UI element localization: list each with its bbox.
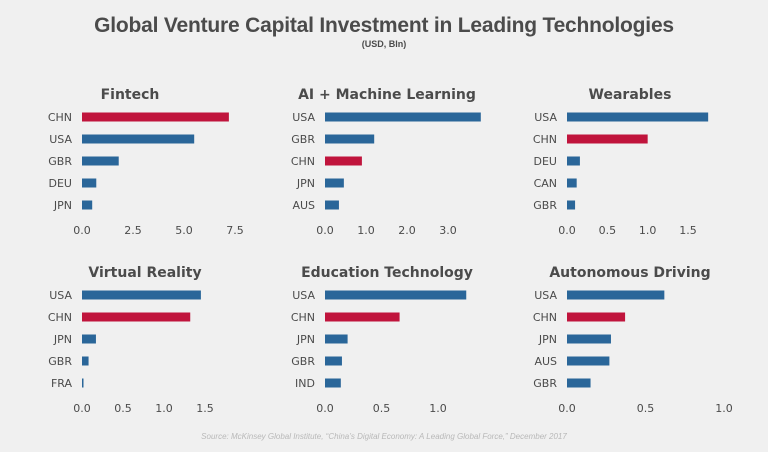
bar xyxy=(82,112,229,122)
category-label: GBR xyxy=(48,155,72,168)
category-label: JPN xyxy=(53,333,72,346)
category-label: USA xyxy=(49,289,72,302)
bar xyxy=(325,112,481,122)
category-label: DEU xyxy=(49,177,72,190)
bar xyxy=(82,200,93,210)
bar xyxy=(82,356,89,366)
bar xyxy=(82,378,84,388)
bar xyxy=(567,334,611,344)
category-label: JPN xyxy=(53,199,72,212)
x-tick-label: 2.5 xyxy=(124,224,142,237)
bar xyxy=(567,378,591,388)
bar xyxy=(325,334,348,344)
bar xyxy=(567,156,580,166)
chart-title: Global Venture Capital Investment in Lea… xyxy=(94,14,674,37)
x-tick-label: 0.5 xyxy=(373,402,391,415)
x-tick-label: 0.0 xyxy=(316,402,334,415)
category-label: FRA xyxy=(51,377,73,390)
category-label: USA xyxy=(49,133,72,146)
x-tick-label: 1.0 xyxy=(155,402,173,415)
bar xyxy=(325,378,341,388)
panel-title: Fintech xyxy=(101,87,160,103)
x-tick-label: 0.0 xyxy=(73,224,91,237)
panel-title: Autonomous Driving xyxy=(549,265,710,281)
category-label: GBR xyxy=(291,133,315,146)
category-label: USA xyxy=(534,111,557,124)
x-tick-label: 0.0 xyxy=(73,402,91,415)
category-label: JPN xyxy=(296,177,315,190)
category-label: CAN xyxy=(534,177,557,190)
bar xyxy=(82,134,195,144)
category-label: CHN xyxy=(533,311,557,324)
category-label: GBR xyxy=(48,355,72,368)
bar xyxy=(567,312,626,322)
bar xyxy=(567,134,648,144)
category-label: AUS xyxy=(534,355,557,368)
x-tick-label: 5.0 xyxy=(175,224,193,237)
bar xyxy=(82,156,119,166)
x-tick-label: 3.0 xyxy=(439,224,457,237)
category-label: JPN xyxy=(538,333,557,346)
bar xyxy=(567,200,576,210)
category-label: USA xyxy=(534,289,557,302)
bar xyxy=(567,356,610,366)
x-tick-label: 1.0 xyxy=(429,402,447,415)
x-tick-label: 0.0 xyxy=(558,224,576,237)
x-tick-label: 1.0 xyxy=(357,224,375,237)
x-tick-label: 0.5 xyxy=(599,224,617,237)
x-tick-label: 1.0 xyxy=(715,402,733,415)
x-tick-label: 7.5 xyxy=(226,224,244,237)
category-label: DEU xyxy=(534,155,557,168)
bar xyxy=(567,112,709,122)
category-label: CHN xyxy=(48,311,72,324)
x-tick-label: 2.0 xyxy=(398,224,416,237)
category-label: USA xyxy=(292,111,315,124)
category-label: JPN xyxy=(296,333,315,346)
panel-title: Wearables xyxy=(589,87,672,103)
x-tick-label: 0.0 xyxy=(558,402,576,415)
source-note: Source: McKinsey Global Institute, “Chin… xyxy=(201,432,567,441)
bar xyxy=(567,290,665,300)
x-tick-label: 0.5 xyxy=(637,402,655,415)
bar xyxy=(325,356,342,366)
category-label: CHN xyxy=(291,311,315,324)
category-label: AUS xyxy=(292,199,315,212)
category-label: GBR xyxy=(533,377,557,390)
bar xyxy=(325,290,467,300)
category-label: USA xyxy=(292,289,315,302)
category-label: IND xyxy=(295,377,315,390)
bar xyxy=(325,134,375,144)
panel-title: Education Technology xyxy=(301,265,473,281)
category-label: GBR xyxy=(291,355,315,368)
x-tick-label: 0.0 xyxy=(316,224,334,237)
category-label: CHN xyxy=(291,155,315,168)
bar xyxy=(82,312,191,322)
x-tick-label: 1.0 xyxy=(639,224,657,237)
bar xyxy=(325,200,339,210)
bar xyxy=(325,312,400,322)
chart-subtitle: (USD, Bln) xyxy=(361,39,407,49)
category-label: GBR xyxy=(533,199,557,212)
bar xyxy=(325,156,362,166)
bar xyxy=(82,290,201,300)
x-tick-label: 1.5 xyxy=(196,402,214,415)
panel-title: AI + Machine Learning xyxy=(298,87,476,103)
panel-title: Virtual Reality xyxy=(88,265,201,281)
category-label: CHN xyxy=(48,111,72,124)
bar xyxy=(567,178,577,188)
x-tick-label: 1.5 xyxy=(679,224,697,237)
bar xyxy=(82,334,96,344)
bar xyxy=(82,178,97,188)
category-label: CHN xyxy=(533,133,557,146)
bar xyxy=(325,178,344,188)
x-tick-label: 0.5 xyxy=(114,402,132,415)
